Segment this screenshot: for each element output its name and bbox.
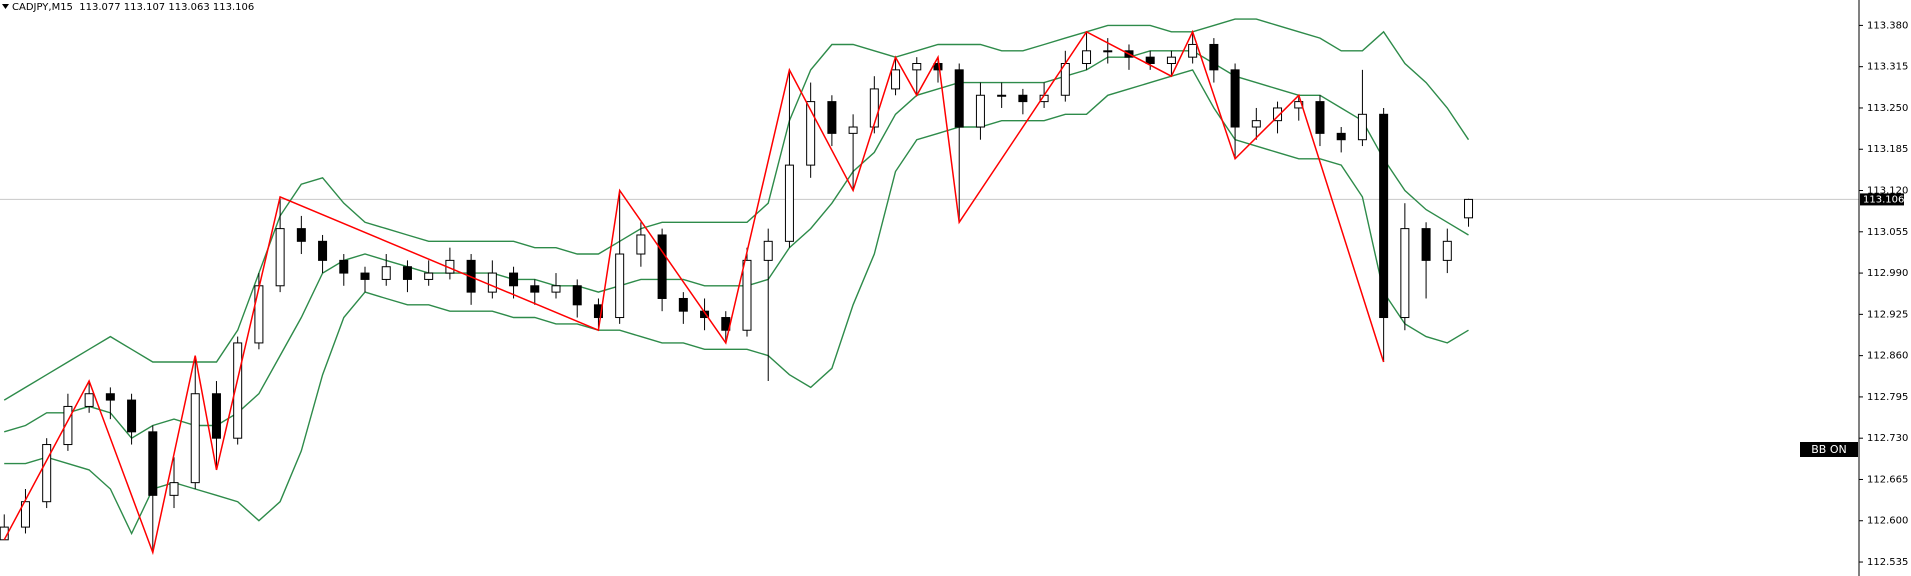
overlays bbox=[3, 29, 1385, 556]
candle-body bbox=[1209, 43, 1219, 71]
candle-body bbox=[636, 234, 646, 255]
current-price-box bbox=[1860, 193, 1904, 206]
candle-body bbox=[1421, 228, 1431, 261]
candle-body bbox=[572, 285, 582, 306]
y-tick-label: 112.665 bbox=[1867, 474, 1908, 485]
candle-body bbox=[1357, 113, 1367, 141]
candle-body bbox=[997, 94, 1007, 97]
y-tick-label: 113.185 bbox=[1867, 144, 1908, 155]
candle-body bbox=[1082, 50, 1092, 65]
bollinger-band bbox=[3, 18, 1470, 401]
candle-body bbox=[1145, 56, 1155, 65]
candles bbox=[0, 31, 1474, 553]
candle-body bbox=[381, 266, 391, 280]
candle-body bbox=[678, 297, 688, 312]
candle-body bbox=[1336, 132, 1346, 141]
candle-body bbox=[593, 304, 603, 319]
candle-body bbox=[912, 63, 922, 71]
candle-body bbox=[275, 228, 285, 287]
candle-body bbox=[975, 94, 985, 128]
candle-body bbox=[169, 482, 179, 496]
candle-body bbox=[1442, 240, 1452, 261]
candle-body bbox=[891, 69, 901, 90]
candle-body bbox=[1166, 56, 1176, 65]
candle-body bbox=[933, 63, 943, 71]
candle-body bbox=[1464, 198, 1474, 219]
candle-body bbox=[1273, 107, 1283, 122]
symbol-menu-arrow[interactable] bbox=[2, 4, 9, 9]
candle-body bbox=[190, 393, 200, 484]
y-tick-label: 112.600 bbox=[1867, 516, 1908, 527]
candle-body bbox=[42, 444, 52, 503]
y-tick-label: 113.380 bbox=[1867, 20, 1908, 31]
candle-body bbox=[742, 259, 752, 331]
zigzag-line bbox=[3, 29, 1385, 556]
candle-body bbox=[509, 272, 519, 287]
candle-body bbox=[233, 342, 243, 439]
chart-title: CADJPY,M15 113.077 113.107 113.063 113.1… bbox=[12, 2, 254, 13]
candle-body bbox=[806, 101, 816, 166]
candle-body bbox=[20, 501, 30, 528]
candle-body bbox=[1400, 228, 1410, 319]
y-tick-label: 113.055 bbox=[1867, 227, 1908, 238]
candle-body bbox=[1294, 101, 1304, 109]
candle-body bbox=[296, 228, 306, 242]
candle-body bbox=[211, 393, 221, 439]
candle-body bbox=[551, 285, 561, 293]
candle-body bbox=[63, 405, 73, 446]
candle-body bbox=[424, 272, 434, 280]
candle-body bbox=[954, 69, 964, 128]
candle-body bbox=[848, 126, 858, 134]
candle-body bbox=[84, 393, 94, 407]
candle-body bbox=[657, 234, 667, 299]
y-tick-label: 113.315 bbox=[1867, 62, 1908, 73]
candle-body bbox=[827, 101, 837, 134]
y-tick-label: 112.990 bbox=[1867, 268, 1908, 279]
candle-body bbox=[1315, 101, 1325, 134]
y-tick-label: 112.730 bbox=[1867, 433, 1908, 444]
candle-body bbox=[254, 285, 264, 344]
y-tick-label: 112.860 bbox=[1867, 351, 1908, 362]
bb-button-label[interactable]: BB ON bbox=[1811, 443, 1846, 456]
bollinger-band bbox=[4, 69, 1469, 536]
candle-body bbox=[1230, 69, 1240, 128]
bollinger-band bbox=[4, 50, 1469, 440]
candle-body bbox=[127, 399, 137, 433]
candle-body bbox=[1188, 43, 1198, 58]
candle-body bbox=[148, 431, 158, 496]
candle-body bbox=[530, 285, 540, 293]
candle-body bbox=[318, 240, 328, 261]
candle-body bbox=[402, 266, 412, 280]
candle-body bbox=[869, 88, 879, 128]
y-tick-label: 113.120 bbox=[1867, 186, 1908, 197]
candle-body bbox=[784, 164, 794, 242]
candle-body bbox=[339, 259, 349, 274]
candle-body bbox=[1018, 94, 1028, 103]
y-tick-label: 113.250 bbox=[1867, 103, 1908, 114]
candle-body bbox=[763, 240, 773, 261]
bands bbox=[0, 18, 1859, 536]
candle-body bbox=[615, 253, 625, 319]
candle-body bbox=[360, 272, 370, 280]
candle-body bbox=[1103, 50, 1113, 53]
candle-body bbox=[1379, 113, 1389, 319]
candle-body bbox=[1251, 120, 1261, 128]
y-tick-label: 112.925 bbox=[1867, 309, 1908, 320]
current-price-label: 113.106 bbox=[1863, 194, 1904, 205]
candle-body bbox=[105, 393, 115, 401]
bb-button[interactable] bbox=[1800, 442, 1858, 457]
y-tick-label: 112.535 bbox=[1867, 557, 1908, 568]
y-tick-label: 112.795 bbox=[1867, 392, 1908, 403]
candle-body bbox=[487, 272, 497, 293]
